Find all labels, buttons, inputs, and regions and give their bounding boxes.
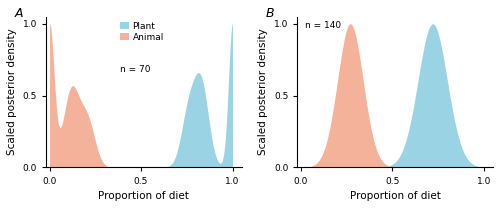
Y-axis label: Scaled posterior density: Scaled posterior density (7, 29, 17, 155)
Y-axis label: Scaled posterior density: Scaled posterior density (258, 29, 268, 155)
Text: n = 70: n = 70 (120, 65, 151, 74)
Text: n = 140: n = 140 (305, 21, 341, 30)
Legend: Plant, Animal: Plant, Animal (119, 21, 165, 43)
Text: A: A (14, 7, 23, 21)
X-axis label: Proportion of diet: Proportion of diet (98, 191, 189, 201)
Text: B: B (266, 7, 274, 21)
X-axis label: Proportion of diet: Proportion of diet (350, 191, 440, 201)
